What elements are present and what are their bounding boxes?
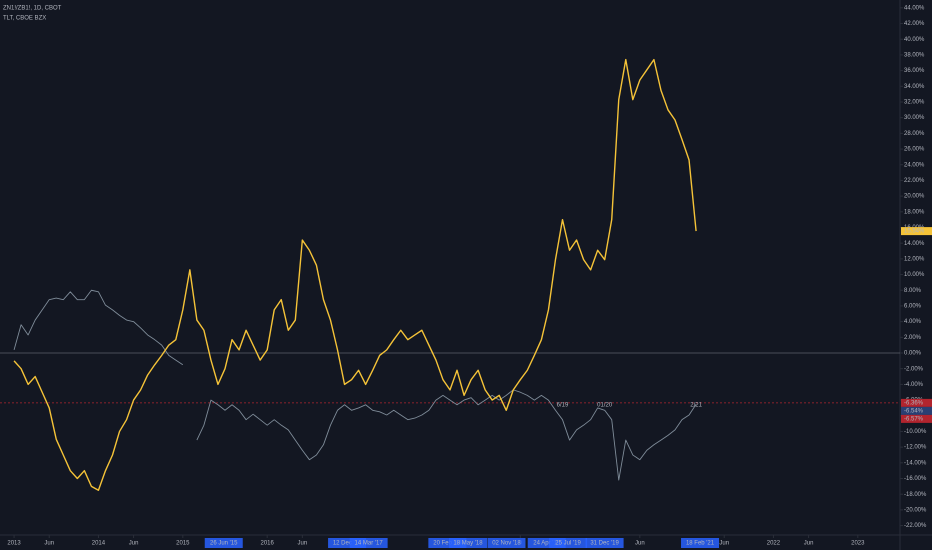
y-tick-label: 38.00% [904, 52, 925, 58]
price-label: -6.36% [904, 400, 924, 406]
time-highlight [428, 538, 467, 548]
time-highlight-label: 25 Jul '19 [555, 541, 581, 547]
series-line [13, 289, 697, 481]
y-tick-label: 36.00% [904, 68, 925, 74]
x-tick-label: Jun [44, 541, 54, 547]
x-tick-label: 2022 [767, 541, 781, 547]
y-tick-label: -2.00% [904, 366, 924, 372]
time-highlight [448, 538, 487, 548]
y-tick-label: 8.00% [904, 288, 922, 294]
time-highlight [487, 538, 526, 548]
time-highlight [349, 538, 388, 548]
time-highlight-label: 26 Jun '15 [210, 541, 238, 547]
y-tick-label: -14.00% [904, 460, 927, 466]
x-tick-label: Jun [129, 541, 139, 547]
y-tick-label: 10.00% [904, 272, 925, 278]
y-tick-label: -22.00% [904, 523, 927, 529]
time-highlight-label: 18 May '18 [453, 541, 483, 547]
time-highlight [681, 538, 720, 548]
x-tick-label: Jun [719, 541, 729, 547]
y-tick-label: 44.00% [904, 5, 925, 11]
y-tick-label: 26.00% [904, 147, 925, 153]
price-label-box [901, 398, 932, 407]
time-highlight-label: 20 Feb '18 [433, 541, 462, 547]
price-label-box [901, 406, 932, 415]
y-tick-label: 18.00% [904, 209, 925, 215]
y-tick-label: -10.00% [904, 429, 927, 435]
time-highlight-label: 14 Mar '17 [355, 541, 384, 547]
chart-title: ZN1!/ZB1!, 1D, CBOT [3, 6, 62, 12]
annotation: 2/21 [690, 402, 702, 408]
y-tick-label: 0.00% [904, 351, 922, 357]
x-tick-label: 2014 [92, 541, 106, 547]
y-tick-label: 22.00% [904, 178, 925, 184]
time-highlight [549, 538, 588, 548]
time-highlight [204, 538, 243, 548]
x-tick-label: 2015 [176, 541, 190, 547]
y-tick-label: -20.00% [904, 507, 927, 513]
y-tick-label: 32.00% [904, 100, 925, 106]
price-label-box [901, 414, 932, 423]
time-highlight-label: 12 Dec '16 [333, 541, 362, 547]
time-highlight-label: 31 Dec '19 [590, 541, 619, 547]
y-tick-label: 14.00% [904, 241, 925, 247]
y-tick-label: 42.00% [904, 21, 925, 27]
price-label: 15.54% [904, 229, 925, 235]
price-label: -6.57% [904, 416, 924, 422]
x-tick-label: Jun [298, 541, 308, 547]
time-highlight [527, 538, 566, 548]
y-tick-label: -4.00% [904, 382, 924, 388]
y-tick-label: 30.00% [904, 115, 925, 121]
chart-subtitle: TLT, CBOE BZX [3, 16, 46, 22]
series-line [13, 58, 697, 491]
x-tick-label: 2013 [7, 541, 21, 547]
price-label-box [901, 227, 932, 236]
annotation: 01/20 [597, 402, 613, 408]
y-tick-label: 28.00% [904, 131, 925, 137]
y-tick-label: 12.00% [904, 256, 925, 262]
time-highlight-label: 02 Nov '18 [492, 541, 521, 547]
x-tick-label: 2023 [851, 541, 865, 547]
y-tick-label: 2.00% [904, 335, 922, 341]
price-label: -6.54% [904, 408, 924, 414]
y-tick-label: -12.00% [904, 445, 927, 451]
y-tick-label: 20.00% [904, 194, 925, 200]
x-tick-label: 2016 [261, 541, 275, 547]
annotation: 6/19 [557, 402, 569, 408]
time-highlight-label: 18 Feb '21 [686, 541, 715, 547]
y-tick-label: 40.00% [904, 37, 925, 43]
y-tick-label: -18.00% [904, 492, 927, 498]
time-highlight [328, 538, 367, 548]
y-tick-label: 4.00% [904, 319, 922, 325]
x-tick-label: Jun [635, 541, 645, 547]
y-tick-label: 24.00% [904, 162, 925, 168]
x-tick-label: Jun [804, 541, 814, 547]
time-highlight [585, 538, 624, 548]
y-tick-label: 34.00% [904, 84, 925, 90]
time-highlight-label: 24 Apr '19 [533, 541, 560, 547]
y-tick-label: -16.00% [904, 476, 927, 482]
y-tick-label: 6.00% [904, 304, 922, 310]
